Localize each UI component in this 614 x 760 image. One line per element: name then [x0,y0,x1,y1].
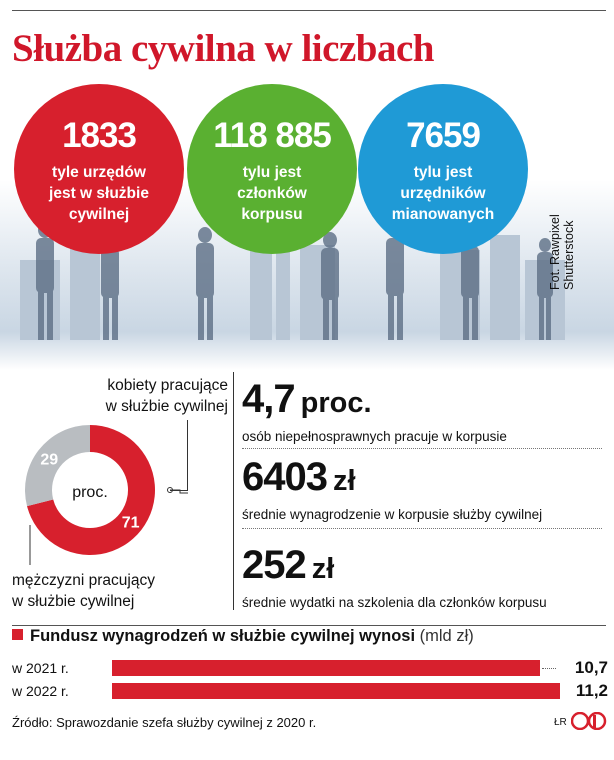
stat-circle-members: 118 885 tylu jest członków korpusu [187,84,357,254]
stat-value: 252 [242,543,307,587]
donut-center-label: proc. [72,484,108,501]
stat-disabled: 4,7 proc. osób niepełnosprawnych pracuje … [242,377,507,444]
photo-credit: Fot. Rawpixel Shutterstock [548,214,576,290]
author-initials: ŁR [554,717,567,728]
donut-chart: proc. 71 29 [24,425,188,565]
stat-unit: zł [311,553,335,585]
donut-value-label: 71 [122,515,140,532]
square-bullet-icon [12,629,23,640]
bar-category-label: w 2022 r. [12,683,69,699]
leader-vertical-women [187,420,188,490]
donut-label-men: mężczyzni pracujący w służbie cywilnej [12,572,155,610]
circle-value: 118 885 [213,116,332,155]
fund-unit: (mld zł) [419,627,474,645]
page-title: Służba cywilna w liczbach [12,27,434,70]
stat-desc: średnie wynagrodzenie w korpusie służby … [242,507,543,522]
stat-value: 6403 [242,455,328,499]
stat-circle-appointed: 7659 tylu jest urzędników mianowanych [358,84,528,254]
bar-dotted-leader [542,668,556,669]
circle-desc: tylu jest urzędników mianowanych [391,164,495,223]
stat-circle-offices: 1833 tyle urzędów jest w służbie cywilne… [14,84,184,254]
bar-row: w 2021 r. 10,7 [12,657,608,679]
stat-value: 4,7 [242,377,296,421]
publisher-logo-icon [571,712,607,730]
stat-unit: zł [332,465,356,497]
circle-value: 7659 [406,116,481,155]
separator [242,528,602,529]
stat-training: 252 zł średnie wydatki na szkolenia dla c… [242,543,547,610]
bar [112,660,540,676]
bar [112,683,560,699]
fund-title: Fundusz wynagrodzeń w służbie cywilnej w… [12,627,474,646]
stat-desc: osób niepełnosprawnych pracuje w korpusi… [242,429,507,444]
bar-value-label: 11,2 [575,681,608,700]
stat-unit: proc. [300,387,372,419]
stat-desc: średnie wydatki na szkolenia dla członkó… [242,595,547,610]
donut-slice [24,425,90,507]
bar-category-label: w 2021 r. [12,660,69,676]
divider-vertical [233,372,234,610]
donut-label-women: kobiety pracujące w służbie cywilnej [105,377,228,415]
circle-desc: tyle urzędów jest w służbie cywilnej [49,164,149,223]
donut-slice [27,425,155,555]
donut-value-label: 29 [40,451,58,468]
fund-title-text: Fundusz wynagrodzeń w służbie cywilnej w… [30,627,416,645]
circle-desc: tylu jest członków korpusu [237,164,307,223]
source-note: Źródło: Sprawozdanie szefa służby cywiln… [12,715,317,730]
stat-salary: 6403 zł średnie wynagrodzenie w korpusie … [242,455,542,522]
leader-horizontal-women [170,490,188,491]
fund-rule [12,625,606,626]
top-rule [12,10,606,11]
bar-row: w 2022 r. 11,2 [12,680,608,702]
separator [242,448,602,449]
bar-value-label: 10,7 [574,658,608,677]
circle-value: 1833 [62,116,137,155]
